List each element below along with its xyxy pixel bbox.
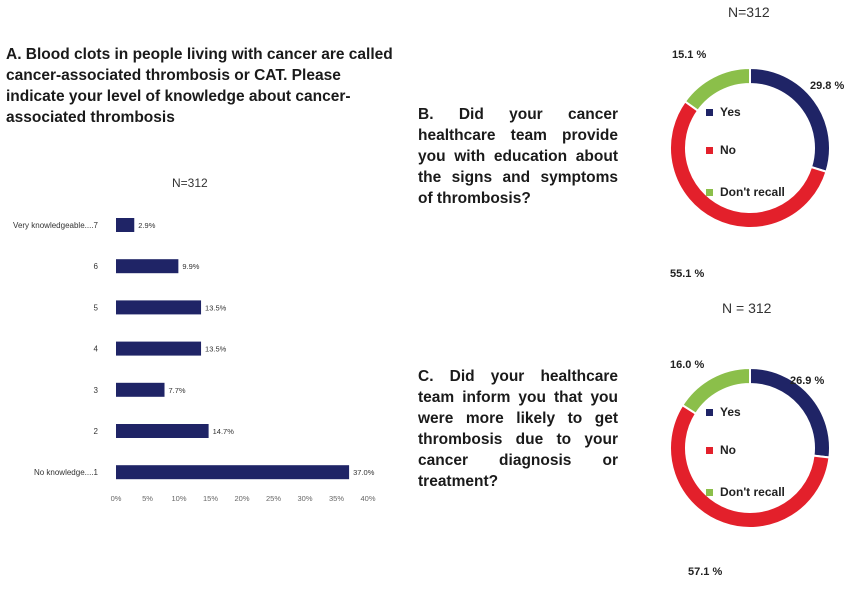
bar-category-label: 4 [94, 345, 99, 354]
slice-value-label: 15.1 % [672, 49, 706, 61]
slice-value-label: 29.8 % [810, 80, 844, 92]
bar-value-label: 14.7% [213, 427, 235, 436]
bar [116, 382, 165, 397]
bar [116, 259, 179, 274]
slice-value-label: 16.0 % [670, 359, 704, 371]
legend-label: Yes [720, 405, 741, 419]
legend-label: Yes [720, 105, 741, 119]
bar-value-label: 7.7% [169, 386, 186, 395]
x-tick-label: 5% [142, 494, 153, 503]
x-tick-label: 0% [111, 494, 122, 503]
legend-label: Don't recall [720, 185, 785, 199]
chart-c-subtitle: N = 312 [722, 300, 772, 316]
bar [116, 218, 135, 232]
bar-category-label: 2 [94, 427, 99, 436]
x-tick-label: 30% [297, 494, 312, 503]
donut-chart-c: 26.9 % 57.1 % 16.0 % Yes No Don't recall [669, 359, 831, 578]
bar-value-label: 37.0% [353, 468, 375, 477]
legend-swatch [706, 189, 713, 196]
bar-category-label: 3 [94, 386, 99, 395]
donut-slice [669, 403, 831, 529]
bar [116, 424, 209, 438]
slice-value-label: 26.9 % [790, 375, 824, 387]
x-tick-label: 15% [203, 494, 218, 503]
legend-swatch [706, 409, 713, 416]
bar-category-label: 5 [94, 303, 99, 312]
legend-swatch [706, 489, 713, 496]
slice-value-label: 55.1 % [670, 268, 704, 280]
chart-b-title: B. Did your cancer healthcare team provi… [418, 106, 618, 207]
donut-slice [669, 99, 828, 229]
donut-slice [681, 366, 751, 416]
legend-label: No [720, 143, 736, 157]
bar [116, 300, 202, 315]
legend-swatch [706, 147, 713, 154]
slice-value-label: 57.1 % [688, 566, 722, 578]
x-tick-label: 25% [266, 494, 281, 503]
legend-label: No [720, 443, 736, 457]
x-tick-label: 40% [360, 494, 375, 503]
bar [116, 465, 350, 480]
bar [116, 341, 202, 356]
donut-slice [683, 66, 751, 113]
chart-c-title: C. Did your healthcare team inform you t… [418, 368, 618, 490]
x-tick-label: 20% [234, 494, 249, 503]
bar-value-label: 9.9% [182, 262, 199, 271]
chart-b-subtitle: N=312 [728, 4, 770, 20]
bar-category-label: Very knowledgeable....7 [13, 221, 98, 230]
x-tick-label: 35% [329, 494, 344, 503]
bar-category-label: 6 [94, 262, 99, 271]
chart-a-title: A. Blood clots in people living with can… [6, 46, 393, 126]
legend-swatch [706, 109, 713, 116]
bar-value-label: 13.5% [205, 303, 227, 312]
bar-value-label: 2.9% [138, 221, 155, 230]
donut-chart-b: 29.8 % 55.1 % 15.1 % Yes No Don't recall [669, 49, 844, 280]
x-tick-label: 10% [171, 494, 186, 503]
bar-chart: Very knowledgeable....7 2.9% 6 9.9% 5 13.5% 4 1… [13, 218, 376, 503]
chart-a-subtitle: N=312 [172, 176, 208, 190]
legend-swatch [706, 447, 713, 454]
bar-category-label: No knowledge....1 [34, 468, 99, 477]
legend-label: Don't recall [720, 485, 785, 499]
bar-value-label: 13.5% [205, 345, 227, 354]
